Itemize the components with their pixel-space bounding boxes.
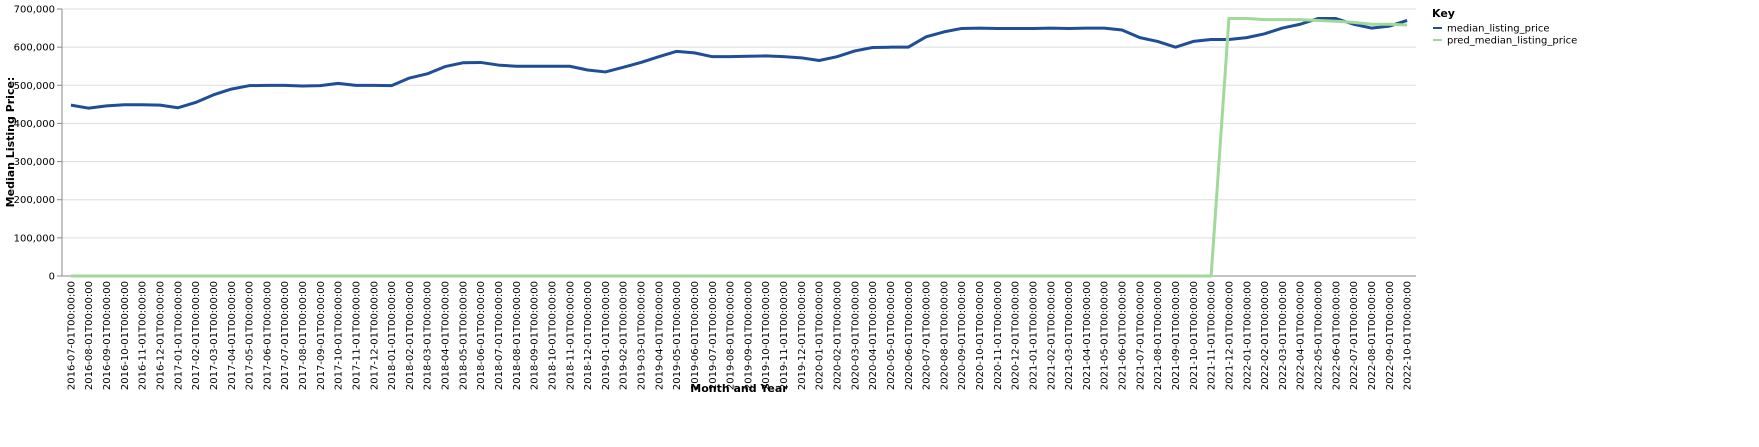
x-tick-label: 2019-08-01T00:00:00 xyxy=(726,281,737,390)
x-tick-label: 2019-02-01T00:00:00 xyxy=(619,281,630,390)
x-tick-label: 2021-05-01T00:00:00 xyxy=(1100,281,1111,390)
x-tick-label: 2022-09-01T00:00:00 xyxy=(1385,281,1396,390)
x-tick-label: 2021-12-01T00:00:00 xyxy=(1224,281,1235,390)
y-tick-label: 0 xyxy=(49,272,55,283)
x-tick-label: 2016-10-01T00:00:00 xyxy=(120,281,131,390)
x-tick-label: 2019-11-01T00:00:00 xyxy=(779,281,790,390)
x-tick-label: 2018-09-01T00:00:00 xyxy=(530,281,541,390)
x-tick-label: 2021-06-01T00:00:00 xyxy=(1118,281,1129,390)
y-tick-label: 100,000 xyxy=(14,233,55,244)
y-tick-label: 200,000 xyxy=(14,195,55,206)
x-tick-label: 2017-06-01T00:00:00 xyxy=(262,281,273,390)
x-tick-label: 2016-07-01T00:00:00 xyxy=(66,281,77,390)
x-tick-label: 2021-09-01T00:00:00 xyxy=(1171,281,1182,390)
x-tick-label: 2020-12-01T00:00:00 xyxy=(1011,281,1022,390)
x-tick-label: 2021-03-01T00:00:00 xyxy=(1064,281,1075,390)
x-tick-label: 2018-01-01T00:00:00 xyxy=(387,281,398,390)
x-tick-label: 2022-08-01T00:00:00 xyxy=(1367,281,1378,390)
x-tick-label: 2021-08-01T00:00:00 xyxy=(1153,281,1164,390)
x-tick-label: 2017-01-01T00:00:00 xyxy=(173,281,184,390)
x-tick-label: 2022-10-01T00:00:00 xyxy=(1403,281,1414,390)
y-tick-label: 400,000 xyxy=(14,119,55,130)
x-tick-label: 2018-08-01T00:00:00 xyxy=(512,281,523,390)
x-tick-label: 2017-05-01T00:00:00 xyxy=(245,281,256,390)
y-tick-label: 300,000 xyxy=(14,157,55,168)
x-tick-label: 2022-06-01T00:00:00 xyxy=(1331,281,1342,390)
x-tick-label: 2019-07-01T00:00:00 xyxy=(708,281,719,390)
y-tick-label: 700,000 xyxy=(14,5,55,16)
x-tick-label: 2021-11-01T00:00:00 xyxy=(1207,281,1218,390)
x-tick-label: 2020-11-01T00:00:00 xyxy=(993,281,1004,390)
x-tick-label: 2016-11-01T00:00:00 xyxy=(138,281,149,390)
x-tick-label: 2017-09-01T00:00:00 xyxy=(316,281,327,390)
legend-label: pred_median_listing_price xyxy=(1447,36,1577,47)
x-tick-label: 2022-07-01T00:00:00 xyxy=(1349,281,1360,390)
x-tick-label: 2017-11-01T00:00:00 xyxy=(351,281,362,390)
x-tick-label: 2018-06-01T00:00:00 xyxy=(476,281,487,390)
x-tick-label: 2020-03-01T00:00:00 xyxy=(850,281,861,390)
x-tick-label: 2019-01-01T00:00:00 xyxy=(601,281,612,390)
x-tick-label: 2022-04-01T00:00:00 xyxy=(1296,281,1307,390)
x-tick-label: 2019-05-01T00:00:00 xyxy=(672,281,683,390)
y-axis-title: Median Listing Price: xyxy=(4,77,17,208)
x-tick-label: 2019-09-01T00:00:00 xyxy=(743,281,754,390)
x-tick-label: 2018-04-01T00:00:00 xyxy=(441,281,452,390)
x-tick-label: 2016-12-01T00:00:00 xyxy=(155,281,166,390)
y-tick-label: 600,000 xyxy=(14,43,55,54)
x-tick-label: 2021-02-01T00:00:00 xyxy=(1046,281,1057,390)
x-tick-label: 2018-05-01T00:00:00 xyxy=(458,281,469,390)
x-tick-label: 2019-03-01T00:00:00 xyxy=(637,281,648,390)
x-tick-label: 2018-07-01T00:00:00 xyxy=(494,281,505,390)
x-tick-label: 2017-08-01T00:00:00 xyxy=(298,281,309,390)
x-tick-label: 2018-02-01T00:00:00 xyxy=(405,281,416,390)
x-tick-label: 2022-01-01T00:00:00 xyxy=(1242,281,1253,390)
x-tick-label: 2020-10-01T00:00:00 xyxy=(975,281,986,390)
x-tick-label: 2018-11-01T00:00:00 xyxy=(565,281,576,390)
x-tick-label: 2021-01-01T00:00:00 xyxy=(1028,281,1039,390)
series-line xyxy=(70,17,1408,110)
x-tick-label: 2017-04-01T00:00:00 xyxy=(227,281,238,390)
x-tick-label: 2020-01-01T00:00:00 xyxy=(815,281,826,390)
legend-title: Key xyxy=(1432,7,1455,20)
x-tick-label: 2017-02-01T00:00:00 xyxy=(191,281,202,390)
x-tick-label: 2020-07-01T00:00:00 xyxy=(922,281,933,390)
x-tick-label: 2020-06-01T00:00:00 xyxy=(904,281,915,390)
x-axis-title: Month and Year xyxy=(690,382,788,395)
x-tick-label: 2020-04-01T00:00:00 xyxy=(868,281,879,390)
x-tick-label: 2019-12-01T00:00:00 xyxy=(797,281,808,390)
series-line xyxy=(70,17,1408,278)
x-tick-label: 2017-10-01T00:00:00 xyxy=(334,281,345,390)
x-tick-label: 2018-03-01T00:00:00 xyxy=(423,281,434,390)
x-tick-label: 2017-07-01T00:00:00 xyxy=(280,281,291,390)
x-tick-label: 2019-04-01T00:00:00 xyxy=(654,281,665,390)
x-tick-label: 2016-09-01T00:00:00 xyxy=(102,281,113,390)
x-tick-label: 2021-04-01T00:00:00 xyxy=(1082,281,1093,390)
x-tick-label: 2018-10-01T00:00:00 xyxy=(547,281,558,390)
y-tick-label: 500,000 xyxy=(14,81,55,92)
x-tick-label: 2020-09-01T00:00:00 xyxy=(957,281,968,390)
x-tick-label: 2021-07-01T00:00:00 xyxy=(1135,281,1146,390)
x-tick-label: 2019-06-01T00:00:00 xyxy=(690,281,701,390)
x-tick-label: 2019-10-01T00:00:00 xyxy=(761,281,772,390)
x-tick-label: 2017-03-01T00:00:00 xyxy=(209,281,220,390)
x-tick-label: 2017-12-01T00:00:00 xyxy=(369,281,380,390)
x-tick-label: 2018-12-01T00:00:00 xyxy=(583,281,594,390)
legend-label: median_listing_price xyxy=(1447,24,1550,35)
x-tick-label: 2022-03-01T00:00:00 xyxy=(1278,281,1289,390)
x-tick-label: 2020-05-01T00:00:00 xyxy=(886,281,897,390)
x-tick-label: 2022-05-01T00:00:00 xyxy=(1314,281,1325,390)
x-tick-label: 2020-08-01T00:00:00 xyxy=(939,281,950,390)
x-tick-label: 2020-02-01T00:00:00 xyxy=(832,281,843,390)
x-tick-label: 2021-10-01T00:00:00 xyxy=(1189,281,1200,390)
x-tick-label: 2016-08-01T00:00:00 xyxy=(84,281,95,390)
x-tick-label: 2022-02-01T00:00:00 xyxy=(1260,281,1271,390)
